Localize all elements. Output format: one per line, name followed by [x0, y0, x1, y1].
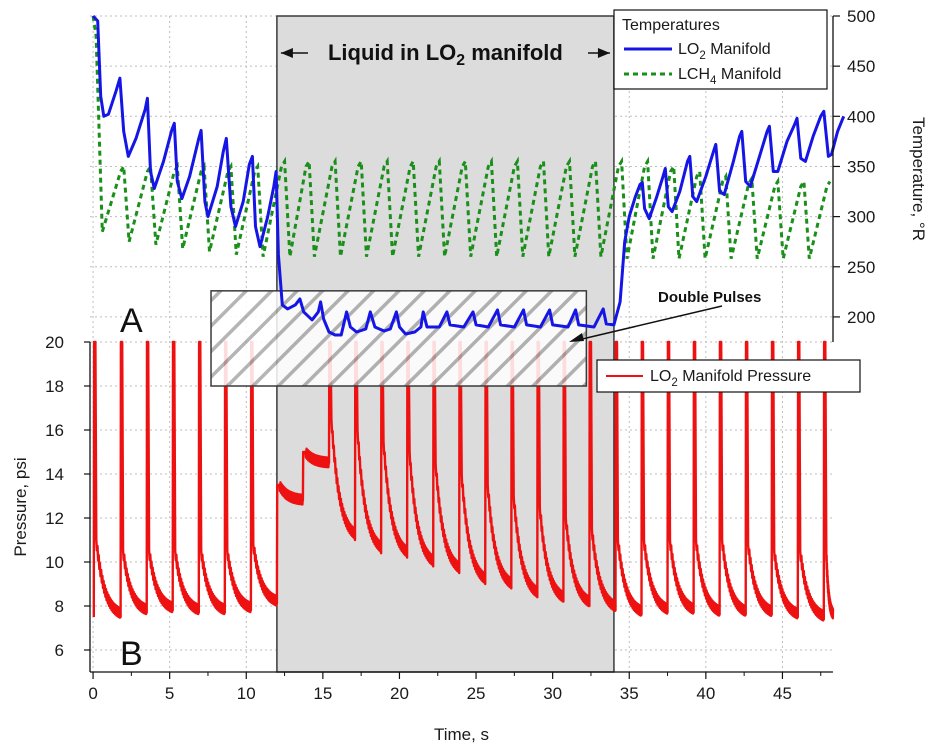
lo2-pressure-line — [92, 340, 835, 622]
labels: Time, s Pressure, psi Temperature, °R A B Liq… — [11, 40, 928, 744]
temperature-y-tick-label: 250 — [847, 258, 875, 277]
temperature-y-tick-label: 500 — [847, 7, 875, 26]
region-arrow-left-head — [280, 48, 293, 58]
x-tick-label: 30 — [543, 684, 562, 703]
x-tick-label: 20 — [390, 684, 409, 703]
x-tick-label: 25 — [467, 684, 486, 703]
double-pulses-hatch — [210, 290, 588, 387]
pressure-series — [92, 340, 835, 622]
pressure-axis-title: Pressure, psi — [11, 457, 30, 556]
axes: 0 5 10 15 20 25 30 35 40 45 6 8 10 12 14 16 18 20 200 250 30… — [45, 7, 875, 703]
temperature-y-tick-label: 450 — [847, 57, 875, 76]
x-tick-label: 0 — [88, 684, 97, 703]
temperature-axis-title: Temperature, °R — [909, 117, 928, 241]
pressure-y-tick-label: 16 — [45, 421, 64, 440]
x-tick-label: 40 — [696, 684, 715, 703]
double-pulses-arrow-line — [577, 305, 723, 341]
pressure-y-tick-label: 8 — [55, 597, 64, 616]
panel-label-b: B — [120, 635, 143, 673]
temperature-y-tick-label: 300 — [847, 208, 875, 227]
x-tick-label: 35 — [620, 684, 639, 703]
x-tick-label: 10 — [237, 684, 256, 703]
pressure-y-tick-label: 20 — [45, 333, 64, 352]
panel-label-a: A — [120, 302, 143, 340]
pressure-y-tick-label: 18 — [45, 377, 64, 396]
temperature-y-tick-label: 350 — [847, 157, 875, 176]
x-tick-label: 15 — [313, 684, 332, 703]
temperature-legend-title: Temperatures — [622, 17, 720, 34]
legend-label-pressure: LO2 Manifold Pressure — [650, 368, 811, 389]
x-tick-label: 5 — [165, 684, 174, 703]
legend-label-lo2: LO2 Manifold — [678, 41, 771, 62]
pressure-legend-box — [596, 359, 861, 393]
x-axis-title: Time, s — [434, 725, 489, 744]
legends: Temperatures LO2 Manifold LCH4 Manifold LO2… — [596, 9, 861, 393]
lch4-temperature-line — [91, 15, 832, 260]
double-pulses-label: Double Pulses — [658, 289, 761, 306]
region-arrow-right-head — [597, 48, 610, 58]
pressure-y-tick-label: 10 — [45, 553, 64, 572]
temperature-series — [91, 14, 846, 337]
double-pulses-arrow-head — [569, 333, 584, 342]
pressure-y-tick-label: 14 — [45, 465, 64, 484]
temperature-y-tick-label: 400 — [847, 107, 875, 126]
lo2-temperature-line — [91, 14, 846, 337]
legend-label-lch4: LCH4 Manifold — [678, 66, 781, 87]
temperature-y-tick-label: 200 — [847, 308, 875, 327]
x-tick-label: 45 — [773, 684, 792, 703]
pressure-y-tick-label: 6 — [55, 641, 64, 660]
pressure-y-tick-label: 12 — [45, 509, 64, 528]
liquid-region-label: Liquid in LO2 manifold — [328, 40, 563, 69]
